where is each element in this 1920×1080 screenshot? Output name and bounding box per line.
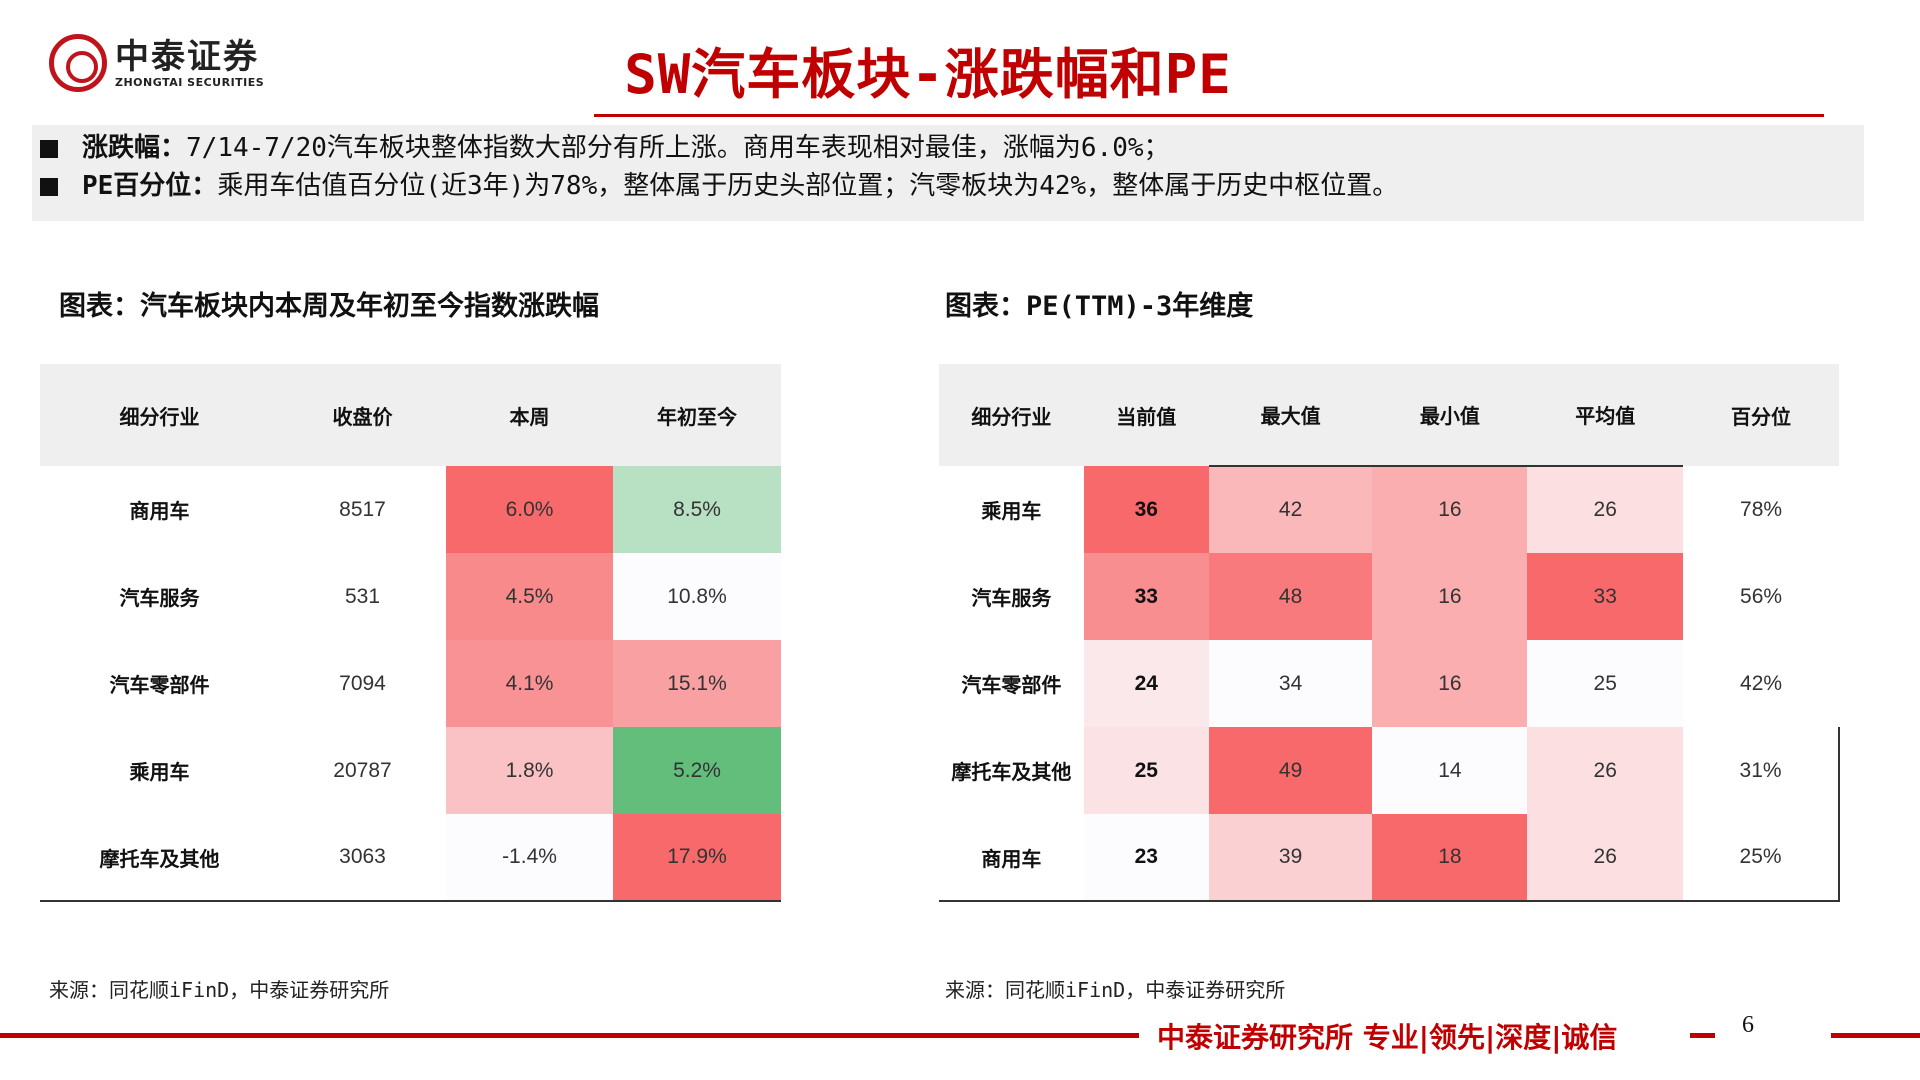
current-pe: 33 (1083, 553, 1209, 640)
week-change: 6.0% (446, 466, 613, 553)
sector-name: 汽车服务 (971, 586, 1052, 610)
bullet-label: PE百分位： (82, 171, 218, 201)
table-row: 摩托车及其他 25 49 14 26 31% (939, 727, 1840, 814)
percentile: 31% (1683, 727, 1840, 814)
current-pe: 24 (1083, 640, 1209, 727)
max-pe: 49 (1208, 727, 1373, 814)
summary-bullet: 涨跌幅：7/14-7/20汽车板块整体指数大部分有所上涨。商用车表现相对最佳，涨… (36, 129, 1864, 167)
left-chart-title: 图表：汽车板块内本周及年初至今指数涨跌幅 (59, 291, 599, 322)
bullet-text: 乘用车估值百分位(近3年)为78%，整体属于历史头部位置；汽零板块为42%，整体… (217, 171, 1399, 201)
column-header: 细分行业 (939, 364, 1084, 466)
sector-name: 汽车零部件 (961, 673, 1062, 697)
max-pe: 48 (1208, 553, 1373, 640)
bullet-text: 7/14-7/20汽车板块整体指数大部分有所上涨。商用车表现相对最佳，涨幅为6.… (186, 133, 1170, 163)
sector-name: 摩托车及其他 (951, 760, 1072, 784)
avg-pe: 25 (1527, 640, 1684, 727)
footer-rule (0, 1033, 1139, 1038)
ytd-change: 8.5% (613, 466, 781, 553)
close-price: 8517 (339, 497, 386, 521)
week-change: 1.8% (446, 727, 613, 814)
close-price: 3063 (339, 845, 386, 868)
summary-bullet: PE百分位：乘用车估值百分位(近3年)为78%，整体属于历史头部位置；汽零板块为… (36, 167, 1864, 205)
min-pe: 16 (1372, 466, 1528, 553)
week-change: -1.4% (446, 814, 613, 901)
sector-name: 乘用车 (981, 499, 1042, 523)
current-pe: 23 (1083, 814, 1209, 901)
column-header: 当前值 (1083, 364, 1209, 466)
company-logo: 中泰证券 ZHONGTAI SECURITIES (49, 34, 264, 92)
percentile: 25% (1683, 814, 1840, 901)
logo-en: ZHONGTAI SECURITIES (115, 75, 265, 89)
avg-pe: 26 (1527, 727, 1684, 814)
left-source: 来源：同花顺iFinD，中泰证券研究所 (49, 978, 390, 1002)
week-change: 4.5% (446, 553, 613, 640)
table-row: 汽车零部件 7094 4.1% 15.1% (40, 640, 781, 727)
index-change-table: 细分行业 收盘价 本周 年初至今 商用车 8517 6.0% 8.5% 汽车服务 531 4.5%… (40, 364, 781, 902)
column-header: 百分位 (1683, 364, 1839, 466)
sector-name: 商用车 (129, 499, 190, 523)
ytd-change: 10.8% (613, 553, 781, 640)
page-number: 6 (1742, 1012, 1754, 1038)
percentile: 78% (1740, 497, 1783, 521)
max-pe: 42 (1208, 466, 1373, 553)
avg-pe: 26 (1527, 814, 1684, 901)
column-header: 细分行业 (40, 364, 279, 466)
summary-box: 涨跌幅：7/14-7/20汽车板块整体指数大部分有所上涨。商用车表现相对最佳，涨… (32, 125, 1864, 221)
avg-pe: 33 (1527, 553, 1684, 640)
footer-slogan: 中泰证券研究所 专业|领先|深度|诚信 (1157, 1021, 1618, 1054)
title-divider (594, 114, 1824, 117)
min-pe: 18 (1372, 814, 1528, 901)
current-pe: 36 (1083, 466, 1209, 553)
close-price: 20787 (333, 758, 392, 782)
column-header: 平均值 (1527, 364, 1684, 467)
ytd-change: 5.2% (613, 727, 781, 814)
ytd-change: 17.9% (613, 814, 781, 901)
sector-name: 汽车服务 (119, 586, 200, 610)
logo-icon (49, 34, 107, 92)
percentile: 56% (1740, 584, 1783, 608)
avg-pe: 26 (1527, 466, 1684, 553)
max-pe: 34 (1208, 640, 1373, 727)
footer-rule (1690, 1033, 1715, 1038)
ytd-change: 15.1% (613, 640, 781, 727)
sector-name: 汽车零部件 (109, 673, 210, 697)
column-header: 本周 (446, 364, 613, 466)
footer-rule (1831, 1033, 1920, 1038)
table-row: 汽车零部件 24 34 16 25 42% (939, 640, 1839, 727)
min-pe: 16 (1372, 553, 1528, 640)
table-row: 商用车 23 39 18 26 25% (939, 814, 1840, 901)
bullet-icon (40, 139, 58, 158)
column-header: 最大值 (1208, 364, 1373, 467)
column-header: 收盘价 (279, 364, 446, 466)
table-row: 汽车服务 531 4.5% 10.8% (40, 553, 781, 640)
column-header: 最小值 (1372, 364, 1528, 467)
min-pe: 14 (1372, 727, 1528, 814)
table-row: 乘用车 20787 1.8% 5.2% (40, 727, 781, 814)
logo-cn: 中泰证券 (115, 36, 259, 77)
right-source: 来源：同花顺iFinD，中泰证券研究所 (945, 978, 1286, 1002)
current-pe: 25 (1083, 727, 1209, 814)
close-price: 7094 (339, 671, 386, 695)
table-row: 摩托车及其他 3063 -1.4% 17.9% (40, 814, 781, 901)
week-change: 4.1% (446, 640, 613, 727)
column-header: 年初至今 (613, 364, 781, 466)
sector-name: 摩托车及其他 (99, 846, 220, 871)
page-title: SW汽车板块-涨跌幅和PE (624, 43, 1232, 106)
bullet-icon (40, 177, 58, 196)
percentile: 42% (1740, 671, 1783, 695)
pe-table: 细分行业 当前值 最大值 最小值 平均值 百分位 乘用车 36 42 16 26 78% 汽车服务 33… (939, 364, 1840, 902)
table-row: 汽车服务 33 48 16 33 56% (939, 553, 1839, 640)
bullet-label: 涨跌幅： (82, 133, 187, 163)
close-price: 531 (344, 584, 381, 608)
sector-name: 乘用车 (129, 760, 190, 784)
table-row: 商用车 8517 6.0% 8.5% (40, 466, 781, 553)
right-chart-title: 图表：PE(TTM)-3年维度 (945, 291, 1254, 322)
min-pe: 16 (1372, 640, 1528, 727)
table-row: 乘用车 36 42 16 26 78% (939, 466, 1839, 553)
max-pe: 39 (1208, 814, 1373, 901)
sector-name: 商用车 (981, 846, 1042, 871)
